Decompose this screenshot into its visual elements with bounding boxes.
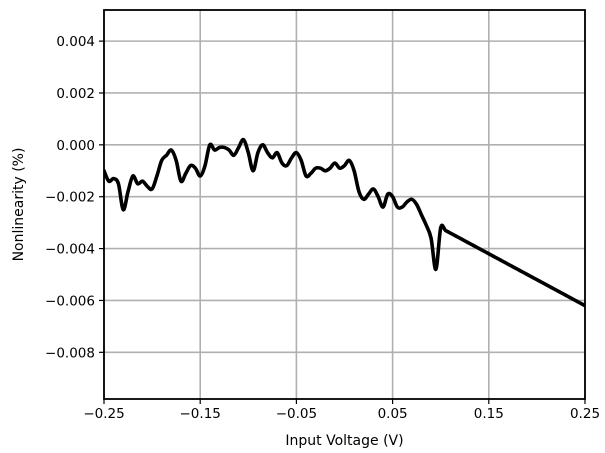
y-tick-label: −0.006 — [45, 293, 95, 309]
x-tick-label: 0.15 — [474, 406, 504, 422]
x-tick-label: 0.25 — [570, 406, 600, 422]
y-tick-label: −0.004 — [45, 242, 95, 258]
x-tick-label: −0.25 — [83, 406, 124, 422]
x-tick-label: −0.15 — [180, 406, 221, 422]
ticks: −0.25 −0.15 −0.05 0.05 0.15 0.25 0.004 0.002 0.0… — [45, 34, 600, 422]
y-tick-label: 0.004 — [56, 34, 95, 50]
y-tick-label: −0.002 — [45, 190, 95, 206]
y-tick-label: 0.000 — [56, 138, 95, 154]
plot-frame — [103, 9, 586, 400]
x-tick-label: −0.05 — [276, 406, 317, 422]
y-tick-label: 0.002 — [56, 86, 95, 102]
x-axis-label: Input Voltage (V) — [285, 433, 403, 449]
y-axis-label: Nonlinearity (%) — [11, 148, 27, 262]
x-tick-label: 0.05 — [378, 406, 408, 422]
nonlinearity-series-line — [104, 137, 585, 308]
series-layer — [104, 137, 585, 308]
grid — [103, 10, 586, 399]
y-tick-label: −0.008 — [45, 345, 95, 361]
